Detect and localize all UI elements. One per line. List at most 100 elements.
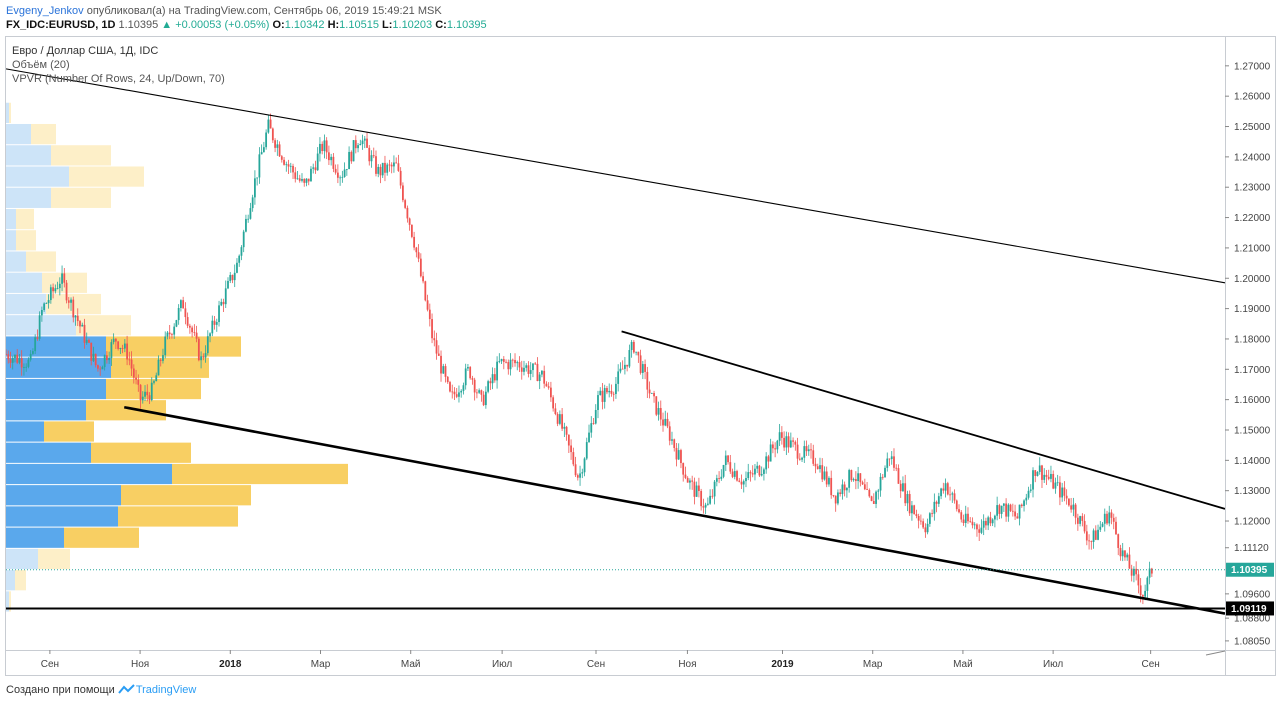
axis-corner-mark bbox=[1205, 650, 1226, 656]
legend-volume[interactable]: Объём (20) bbox=[12, 59, 70, 71]
candle-body-72 bbox=[166, 332, 169, 337]
candle-body-333 bbox=[751, 473, 754, 475]
candle-body-489 bbox=[1101, 523, 1104, 527]
trend-lines[interactable] bbox=[6, 68, 1226, 615]
candle-body-155 bbox=[352, 140, 355, 162]
candle-body-492 bbox=[1108, 512, 1111, 524]
candle-body-328 bbox=[740, 481, 743, 485]
candle-body-114 bbox=[260, 152, 263, 155]
candle-body-95 bbox=[218, 305, 220, 323]
candle-body-257 bbox=[581, 472, 584, 474]
y-tick-label-13: 1.14000 bbox=[1234, 456, 1271, 467]
candle-body-82 bbox=[188, 325, 191, 328]
candle-body-437 bbox=[985, 520, 987, 526]
candle-body-428 bbox=[964, 513, 967, 523]
candle-body-160 bbox=[363, 138, 366, 141]
vp-up-bar-7 bbox=[6, 251, 26, 272]
candle-body-126 bbox=[287, 164, 290, 167]
vp-up-bar-14 bbox=[6, 400, 86, 421]
legend-title[interactable]: Евро / Доллар США, 1Д, IDC bbox=[12, 45, 159, 57]
candle-body-260 bbox=[588, 432, 590, 443]
tradingview-brand[interactable]: TradingView bbox=[135, 684, 197, 696]
candle-body-331 bbox=[747, 472, 750, 479]
candle-body-215 bbox=[487, 381, 490, 392]
tradingview-logo-icon bbox=[118, 684, 135, 694]
candle-body-467 bbox=[1052, 473, 1055, 489]
candle-body-485 bbox=[1092, 530, 1095, 542]
candle-body-291 bbox=[657, 408, 660, 415]
candle-body-97 bbox=[222, 301, 225, 305]
candle-body-19 bbox=[47, 300, 50, 304]
candle-body-217 bbox=[491, 374, 494, 384]
candle-body-252 bbox=[570, 445, 572, 453]
candle-body-245 bbox=[554, 408, 557, 415]
candle-body-508 bbox=[1144, 590, 1147, 597]
candle-body-263 bbox=[594, 410, 597, 424]
price-axis[interactable]: 1.27000 1.26000 1.25000 1.24000 1.23000 1.220… bbox=[1225, 61, 1271, 647]
vp-down-bar-10 bbox=[76, 315, 131, 336]
candle-body-152 bbox=[345, 169, 348, 170]
candle-body-459 bbox=[1034, 470, 1037, 476]
candle-body-151 bbox=[343, 169, 346, 177]
candle-body-197 bbox=[446, 376, 449, 383]
candle-body-304 bbox=[686, 477, 689, 483]
chart-frame[interactable]: 1.27000 1.26000 1.25000 1.24000 1.23000 1.220… bbox=[5, 36, 1276, 676]
candle-body-235 bbox=[532, 363, 534, 371]
candle-body-297 bbox=[671, 439, 673, 441]
candle-body-6 bbox=[18, 358, 21, 363]
vp-down-bar-19 bbox=[118, 506, 238, 527]
candle-body-468 bbox=[1054, 482, 1057, 489]
candle-body-294 bbox=[664, 418, 667, 426]
candle-body-149 bbox=[339, 177, 342, 179]
price-chart[interactable]: 1.27000 1.26000 1.25000 1.24000 1.23000 1.220… bbox=[6, 37, 1275, 675]
candle-body-397 bbox=[895, 467, 898, 469]
candle-body-356 bbox=[803, 446, 806, 458]
candle-body-105 bbox=[240, 247, 243, 256]
candle-body-424 bbox=[955, 500, 958, 510]
candle-body-299 bbox=[675, 447, 678, 460]
candle-body-511 bbox=[1150, 568, 1153, 574]
candle-body-179 bbox=[406, 207, 409, 219]
candle-body-376 bbox=[848, 470, 851, 488]
candle-body-98 bbox=[224, 288, 227, 305]
candle-body-242 bbox=[547, 386, 550, 388]
candle-body-48 bbox=[112, 338, 115, 343]
y-tick-label-9: 1.18000 bbox=[1234, 334, 1271, 345]
candle-body-137 bbox=[312, 167, 315, 169]
candle-body-371 bbox=[837, 492, 839, 504]
candle-body-330 bbox=[745, 478, 747, 482]
candle-body-121 bbox=[276, 144, 279, 148]
candle-body-156 bbox=[354, 140, 357, 149]
candle-body-191 bbox=[433, 338, 436, 341]
candle-body-483 bbox=[1088, 540, 1090, 542]
candle-body-479 bbox=[1079, 516, 1082, 524]
candle-body-434 bbox=[978, 529, 981, 533]
candle-body-79 bbox=[182, 300, 185, 309]
candle-body-39 bbox=[92, 353, 95, 361]
time-axis[interactable]: Сен Ноя 2018 Мар Май Июл Сен Ноя 2019 Мар Май Июл Се… bbox=[41, 650, 1160, 670]
candle-body-139 bbox=[316, 153, 319, 171]
candle-body-168 bbox=[381, 162, 384, 176]
candle-body-250 bbox=[565, 426, 568, 435]
candle-body-196 bbox=[444, 366, 447, 377]
candle-body-182 bbox=[413, 236, 416, 248]
candle-body-229 bbox=[518, 362, 521, 368]
author-link[interactable]: Evgeny_Jenkov bbox=[6, 5, 84, 17]
candle-body-173 bbox=[393, 162, 395, 167]
candle-body-125 bbox=[285, 164, 288, 166]
candle-body-310 bbox=[700, 490, 703, 507]
candle-body-451 bbox=[1016, 516, 1019, 519]
candle-body-373 bbox=[841, 484, 844, 495]
candle-body-190 bbox=[431, 319, 433, 339]
candle-body-290 bbox=[655, 396, 658, 415]
symbol-label[interactable]: FX_IDC:EURUSD, 1D bbox=[6, 19, 116, 31]
candle-body-266 bbox=[601, 390, 604, 402]
candle-body-332 bbox=[749, 472, 752, 474]
candle-body-254 bbox=[574, 464, 577, 476]
candle-body-324 bbox=[731, 471, 734, 477]
legend-vpvr[interactable]: VPVR (Number Of Rows, 24, Up/Down, 70) bbox=[12, 73, 225, 85]
candle-body-348 bbox=[785, 436, 788, 448]
candle-body-180 bbox=[408, 218, 411, 225]
candle-body-96 bbox=[220, 301, 223, 306]
candle-body-67 bbox=[155, 375, 158, 382]
